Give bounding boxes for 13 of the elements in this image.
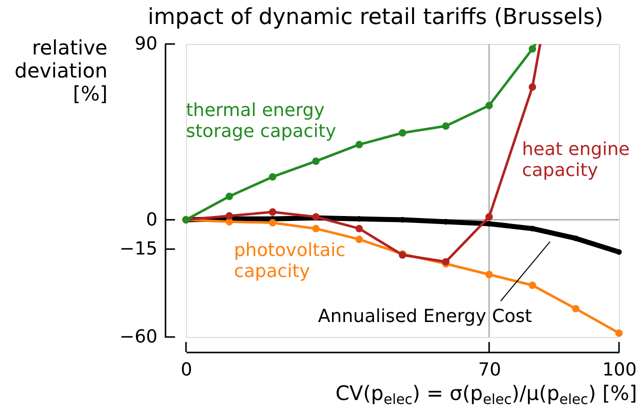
x-tick-label: 0 — [180, 360, 192, 380]
text: Annualised Energy Cost — [318, 306, 532, 327]
x-tick-label: 70 — [478, 360, 502, 380]
series-label: photovoltaic capacity — [234, 240, 346, 282]
series-label: thermal energy storage capacity — [186, 100, 336, 142]
x-tick-label: 100 — [602, 360, 637, 380]
y-tick-label: 0 — [146, 209, 158, 230]
y-tick-label: −60 — [120, 326, 158, 348]
series-label: heat engine capacity — [522, 139, 630, 181]
y-tick-label: −15 — [120, 238, 158, 260]
y-tick-label: 90 — [134, 34, 158, 54]
y-axis-title: relative deviation [%] — [14, 36, 108, 106]
chart-title: impact of dynamic retail tariffs (Brussels) — [148, 5, 604, 30]
